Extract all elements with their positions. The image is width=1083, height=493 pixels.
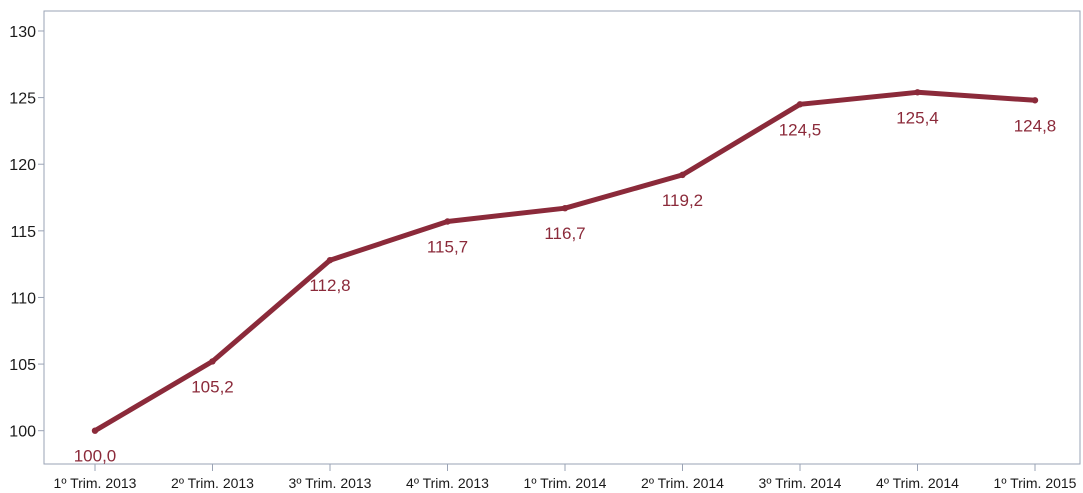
data-point — [796, 101, 804, 108]
data-label-layer: 100,0 105,2 112,8 115,7 116,7 119,2 124,5 125,4… — [74, 108, 1057, 465]
data-point — [326, 256, 334, 264]
x-tick-label: 1º Trim. 2015 — [994, 475, 1077, 491]
y-tick-label: 120 — [9, 157, 36, 174]
data-label: 124,5 — [779, 120, 822, 139]
data-point — [561, 204, 569, 212]
plot-area — [43, 10, 1081, 465]
x-tick-label: 1º Trim. 2013 — [54, 475, 137, 491]
x-tick-label: 3º Trim. 2013 — [289, 475, 372, 491]
x-tick-label: 4º Trim. 2013 — [406, 475, 489, 491]
data-point — [914, 89, 921, 96]
data-label: 115,7 — [427, 238, 468, 257]
y-tick-label: 130 — [9, 24, 36, 41]
y-axis: 100 105 110 115 120 125 130 — [9, 24, 44, 441]
y-tick-label: 115 — [10, 224, 36, 241]
data-label: 116,7 — [544, 224, 585, 243]
y-tick-label: 125 — [9, 91, 36, 108]
x-tick-label: 2º Trim. 2013 — [171, 475, 254, 491]
data-label: 105,2 — [191, 377, 234, 396]
data-label: 100,0 — [74, 447, 117, 466]
data-label: 119,2 — [662, 191, 703, 210]
data-label: 125,4 — [896, 108, 939, 127]
data-point — [444, 218, 451, 225]
x-tick-label: 3º Trim. 2014 — [759, 475, 842, 491]
data-point — [679, 171, 686, 179]
y-tick-label: 110 — [10, 290, 36, 307]
data-label: 112,8 — [309, 276, 350, 295]
x-axis: 1º Trim. 2013 2º Trim. 2013 3º Trim. 2013 4… — [54, 464, 1077, 491]
x-tick-label: 2º Trim. 2014 — [641, 475, 724, 491]
x-tick-label: 4º Trim. 2014 — [876, 475, 959, 491]
data-point — [91, 427, 99, 434]
data-label: 124,8 — [1014, 116, 1057, 135]
y-tick-label: 105 — [9, 357, 36, 374]
series-layer — [91, 89, 1039, 434]
x-tick-label: 1º Trim. 2014 — [524, 475, 607, 491]
data-point — [1031, 97, 1039, 104]
y-tick-label: 100 — [9, 424, 36, 441]
data-point — [209, 358, 216, 365]
